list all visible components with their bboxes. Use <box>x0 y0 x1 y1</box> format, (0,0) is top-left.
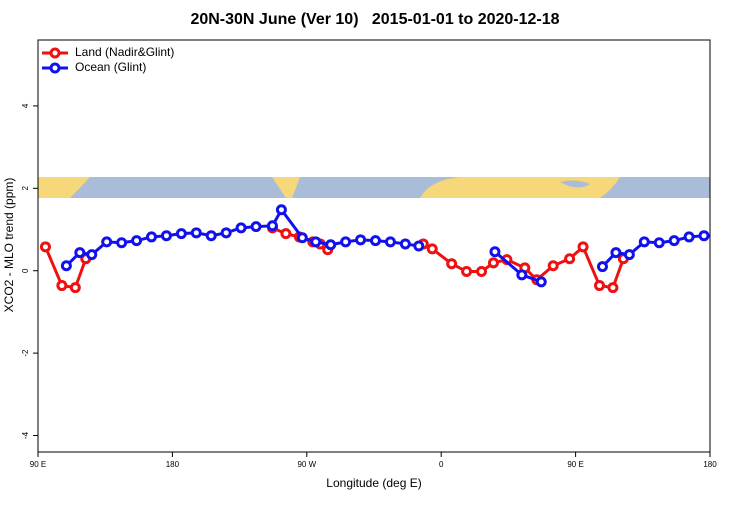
point <box>69 282 81 294</box>
point <box>86 249 98 261</box>
point <box>175 228 187 240</box>
point <box>638 236 650 248</box>
x-tick-label: 90 E <box>567 460 583 469</box>
point <box>610 247 622 259</box>
point <box>205 230 217 242</box>
point <box>56 280 68 292</box>
point <box>413 240 425 252</box>
point <box>577 241 589 253</box>
y-tick-label: -4 <box>21 431 30 439</box>
point <box>131 235 143 247</box>
point <box>325 239 337 251</box>
point <box>593 280 605 292</box>
point <box>160 230 172 242</box>
point <box>426 243 438 255</box>
point <box>698 230 710 242</box>
x-axis-label: Longitude (deg E) <box>326 476 421 490</box>
point <box>399 238 411 250</box>
point <box>280 228 292 240</box>
map-strip <box>38 177 710 198</box>
point <box>607 282 619 294</box>
point <box>355 234 367 246</box>
point <box>535 276 547 288</box>
point <box>384 236 396 248</box>
point <box>487 257 499 269</box>
legend-marker <box>49 62 61 74</box>
point <box>266 220 278 232</box>
point <box>60 260 72 272</box>
legend-label: Land (Nadir&Glint) <box>75 45 174 59</box>
point <box>310 236 322 248</box>
legend-label: Ocean (Glint) <box>75 60 146 74</box>
y-tick-label: -2 <box>21 349 30 357</box>
plot-frame <box>37 39 711 453</box>
point <box>446 258 458 270</box>
y-tick-label: 2 <box>21 186 30 191</box>
point <box>516 269 528 281</box>
point <box>39 241 51 253</box>
point <box>275 204 287 216</box>
point <box>116 237 128 249</box>
point <box>653 237 665 249</box>
point <box>340 236 352 248</box>
point <box>296 232 308 244</box>
y-tick-label: 0 <box>21 268 30 273</box>
x-tick-label: 180 <box>703 460 717 469</box>
chart-title: 20N-30N June (Ver 10) 2015-01-01 to 2020… <box>190 11 559 28</box>
point <box>101 236 113 248</box>
point <box>623 249 635 261</box>
y-tick-label: 4 <box>21 103 30 108</box>
point <box>476 266 488 278</box>
legend-marker <box>49 47 61 59</box>
point <box>190 227 202 239</box>
point <box>547 260 559 272</box>
series-line <box>65 206 705 284</box>
x-tick-label: 0 <box>439 460 444 469</box>
x-tick-label: 180 <box>166 460 180 469</box>
point <box>564 253 576 265</box>
point <box>220 227 232 239</box>
point <box>74 247 86 259</box>
x-tick-label: 90 W <box>297 460 316 469</box>
point <box>489 246 501 258</box>
point <box>683 231 695 243</box>
point <box>369 235 381 247</box>
point <box>235 222 247 234</box>
point <box>596 261 608 273</box>
point <box>250 221 262 233</box>
y-axis-label: XCO2 - MLO trend (ppm) <box>2 178 16 313</box>
x-tick-label: 90 E <box>30 460 46 469</box>
point <box>668 235 680 247</box>
point <box>145 231 157 243</box>
point <box>461 266 473 278</box>
